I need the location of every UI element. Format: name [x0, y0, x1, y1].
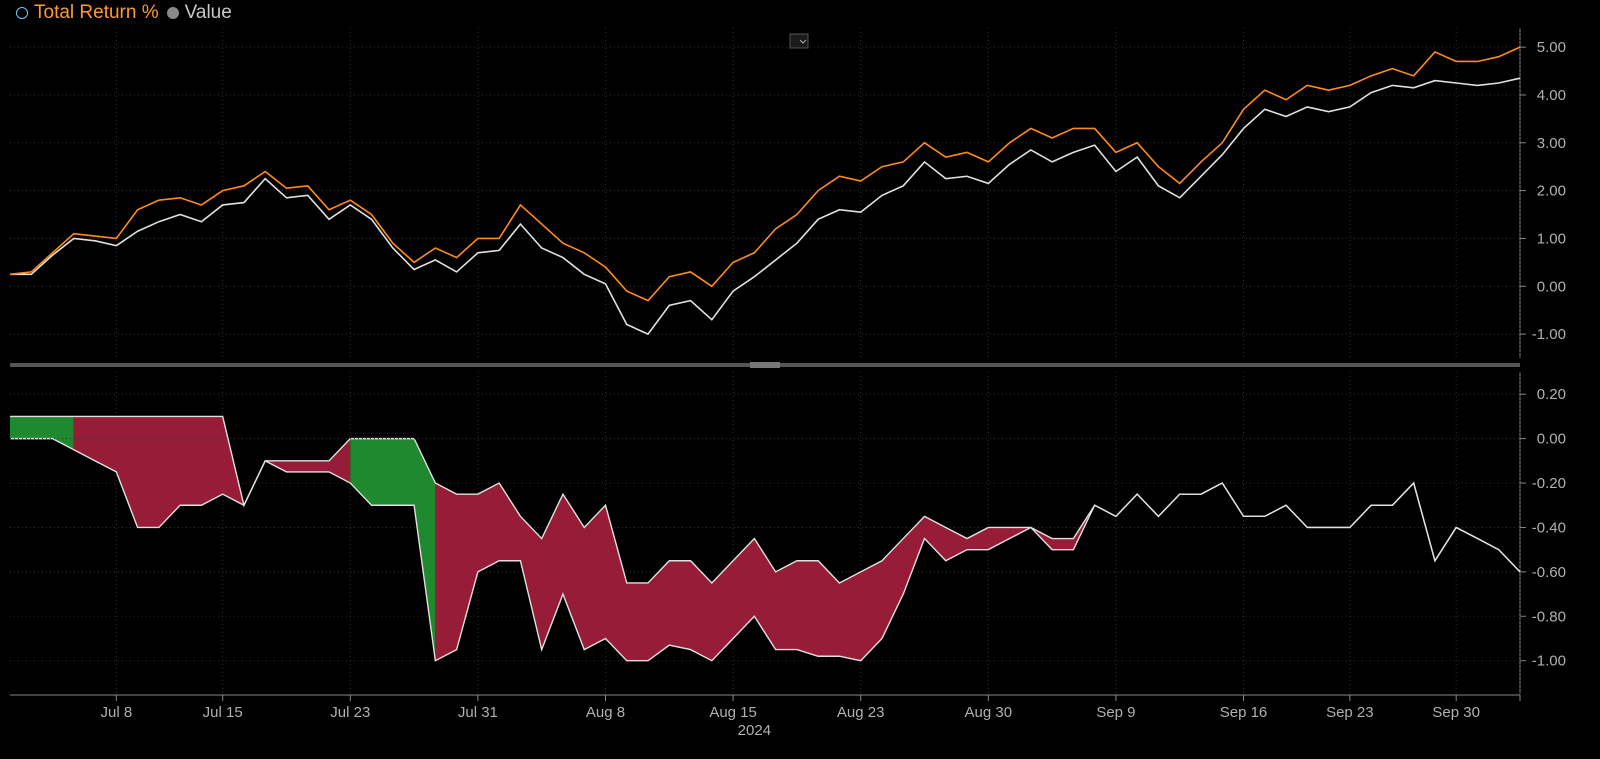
x-tick-label: Aug 30: [965, 704, 1013, 721]
x-year-label: 2024: [738, 722, 771, 739]
diff-area-positive: [350, 439, 435, 661]
line-value: [10, 78, 1520, 334]
diff-area-negative: [435, 483, 1520, 661]
chart-svg: -1.00 0.00 1.00 2.00 3.00 4.00 5.00 -1.00 -0.80 -…: [0, 0, 1600, 759]
line-total-return: [10, 47, 1520, 300]
svg-text:0.00: 0.00: [1537, 278, 1566, 295]
legend-item-value[interactable]: Value: [167, 2, 232, 24]
chart-container: Total Return % Value -1.00 0.00 1.00 2.00 3.…: [0, 0, 1600, 759]
svg-text:-0.60: -0.60: [1532, 564, 1566, 581]
legend-dot-total-return: [16, 7, 28, 19]
x-tick-label: Sep 9: [1096, 704, 1135, 721]
svg-text:5.00: 5.00: [1537, 39, 1566, 56]
x-tick-label: Sep 30: [1432, 704, 1480, 721]
x-tick-label: Aug 8: [586, 704, 625, 721]
x-tick-label: Jul 8: [100, 704, 132, 721]
svg-text:3.00: 3.00: [1537, 135, 1566, 152]
x-tick-label: Aug 15: [709, 704, 757, 721]
legend: Total Return % Value: [16, 2, 232, 24]
svg-text:1.00: 1.00: [1537, 230, 1566, 247]
x-tick-label: Aug 23: [837, 704, 885, 721]
svg-text:2.00: 2.00: [1537, 183, 1566, 200]
x-tick-label: Jul 15: [203, 704, 243, 721]
x-tick-label: Jul 31: [458, 704, 498, 721]
svg-text:-0.80: -0.80: [1532, 608, 1566, 625]
legend-label-value: Value: [185, 2, 232, 24]
legend-dot-value: [167, 7, 179, 19]
svg-text:-1.00: -1.00: [1532, 326, 1566, 343]
legend-label-total-return: Total Return %: [34, 2, 159, 24]
legend-item-total-return[interactable]: Total Return %: [16, 2, 159, 24]
x-tick-label: Sep 16: [1220, 704, 1268, 721]
x-tick-label: Jul 23: [330, 704, 370, 721]
x-tick-label: Sep 23: [1326, 704, 1374, 721]
svg-text:4.00: 4.00: [1537, 87, 1566, 104]
svg-text:-0.20: -0.20: [1532, 475, 1566, 492]
svg-text:0.00: 0.00: [1537, 431, 1566, 448]
svg-text:0.20: 0.20: [1537, 386, 1566, 403]
svg-text:-0.40: -0.40: [1532, 519, 1566, 536]
svg-text:-1.00: -1.00: [1532, 653, 1566, 670]
